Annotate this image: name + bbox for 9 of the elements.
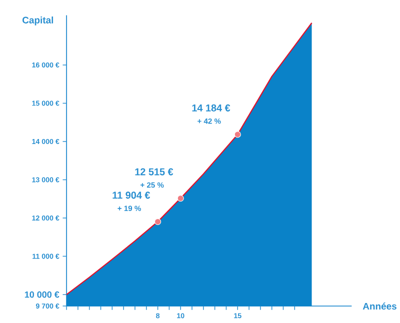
x-axis-title: Années: [362, 302, 396, 310]
point: [177, 194, 184, 202]
point: [234, 131, 241, 138]
data-label: 14 184 €: [192, 104, 230, 112]
data-label: 11 904 €: [112, 192, 150, 199]
data-label: 12 515 €: [135, 168, 174, 176]
y-axis-title: Capital: [22, 16, 54, 26]
y-tick-label: 10 000 €: [24, 291, 60, 298]
point: [154, 218, 162, 225]
